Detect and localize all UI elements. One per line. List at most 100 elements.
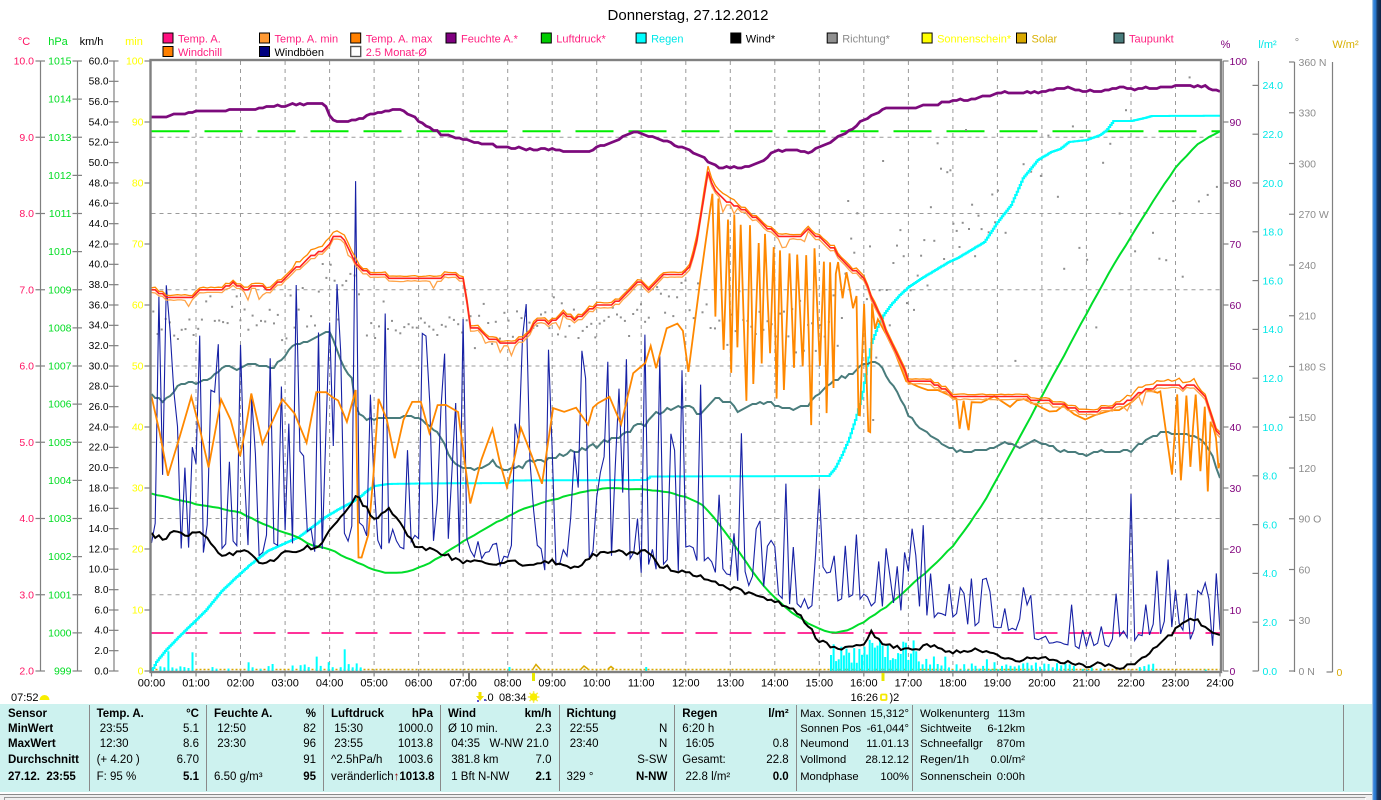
svg-text:22:00: 22:00 bbox=[1117, 678, 1145, 690]
svg-text:240: 240 bbox=[1299, 260, 1317, 272]
svg-text:7.0: 7.0 bbox=[19, 284, 34, 296]
svg-text:0: 0 bbox=[1230, 666, 1236, 678]
svg-text:1013: 1013 bbox=[48, 132, 72, 144]
svg-text:Regen: Regen bbox=[651, 34, 683, 46]
svg-text:W/m²: W/m² bbox=[1332, 39, 1359, 51]
svg-text:01:00: 01:00 bbox=[182, 678, 210, 690]
svg-text:90: 90 bbox=[1230, 117, 1242, 129]
svg-text:210: 210 bbox=[1299, 311, 1317, 323]
svg-text:100: 100 bbox=[126, 56, 144, 68]
svg-text:28.0: 28.0 bbox=[89, 382, 109, 393]
svg-text:38.0: 38.0 bbox=[89, 280, 109, 291]
svg-text:16:26: 16:26 bbox=[851, 692, 879, 704]
svg-text:30: 30 bbox=[1299, 615, 1311, 627]
svg-text:1000: 1000 bbox=[48, 628, 72, 640]
svg-text:270 W: 270 W bbox=[1299, 209, 1329, 221]
svg-text:10.0: 10.0 bbox=[89, 565, 109, 576]
svg-text:13:00: 13:00 bbox=[717, 678, 745, 690]
svg-text:8.0: 8.0 bbox=[1263, 471, 1278, 483]
svg-text:l/m²: l/m² bbox=[1258, 39, 1277, 51]
svg-text:6.0: 6.0 bbox=[1263, 519, 1278, 531]
svg-text:1010: 1010 bbox=[48, 246, 72, 258]
svg-text:16:00: 16:00 bbox=[850, 678, 878, 690]
svg-text:24.0: 24.0 bbox=[89, 422, 109, 433]
svg-text:5.0: 5.0 bbox=[19, 437, 34, 449]
svg-text:360 N: 360 N bbox=[1299, 57, 1327, 69]
svg-text:°C: °C bbox=[18, 36, 30, 48]
svg-text:3.0: 3.0 bbox=[19, 589, 34, 601]
svg-text:40: 40 bbox=[1230, 422, 1242, 434]
svg-text:80: 80 bbox=[132, 178, 144, 190]
svg-text:10.0: 10.0 bbox=[1263, 422, 1284, 434]
svg-text:0 N: 0 N bbox=[1299, 666, 1315, 678]
svg-text:03:00: 03:00 bbox=[271, 678, 299, 690]
svg-text:2.0: 2.0 bbox=[94, 646, 108, 657]
svg-text:90: 90 bbox=[132, 117, 144, 129]
svg-text:km/h: km/h bbox=[80, 36, 104, 48]
svg-text:18.0: 18.0 bbox=[89, 483, 109, 494]
svg-text:14.0: 14.0 bbox=[89, 524, 109, 535]
svg-text:1001: 1001 bbox=[48, 589, 72, 601]
svg-text:Temp. A.: Temp. A. bbox=[178, 34, 221, 46]
svg-text:40: 40 bbox=[132, 422, 144, 434]
svg-text:1007: 1007 bbox=[48, 361, 72, 373]
svg-text:Sonnenschein*: Sonnenschein* bbox=[937, 34, 1012, 46]
svg-text:32.0: 32.0 bbox=[89, 341, 109, 352]
svg-text:90 O: 90 O bbox=[1299, 514, 1322, 526]
svg-text:Wind*: Wind* bbox=[746, 34, 776, 46]
svg-text:20: 20 bbox=[1230, 544, 1242, 556]
svg-text:%: % bbox=[1221, 39, 1231, 51]
svg-text:60.0: 60.0 bbox=[89, 56, 109, 67]
svg-text:1008: 1008 bbox=[48, 323, 72, 335]
svg-text:60: 60 bbox=[1299, 564, 1311, 576]
svg-text:8.0: 8.0 bbox=[94, 585, 108, 596]
svg-text:60: 60 bbox=[132, 300, 144, 312]
svg-text:20.0: 20.0 bbox=[89, 463, 109, 474]
svg-text:2.0: 2.0 bbox=[19, 666, 34, 678]
svg-text:1014: 1014 bbox=[48, 94, 72, 106]
svg-text:Windböen: Windböen bbox=[275, 47, 325, 59]
svg-text:40.0: 40.0 bbox=[89, 260, 109, 271]
svg-text:12.0: 12.0 bbox=[89, 544, 109, 555]
svg-text:120: 120 bbox=[1299, 463, 1317, 475]
svg-text:1009: 1009 bbox=[48, 284, 72, 296]
svg-text:2.5 Monat-Ø: 2.5 Monat-Ø bbox=[366, 47, 428, 59]
svg-text:16.0: 16.0 bbox=[89, 504, 109, 515]
svg-text:30: 30 bbox=[1230, 483, 1242, 495]
svg-text:02:00: 02:00 bbox=[227, 678, 255, 690]
svg-text:1012: 1012 bbox=[48, 170, 72, 182]
svg-text:60: 60 bbox=[1230, 300, 1242, 312]
svg-text:22.0: 22.0 bbox=[89, 443, 109, 454]
svg-text:4.0: 4.0 bbox=[19, 513, 34, 525]
svg-text:300: 300 bbox=[1299, 158, 1317, 170]
svg-text:Windchill: Windchill bbox=[178, 47, 222, 59]
svg-text:70: 70 bbox=[1230, 239, 1242, 251]
svg-text:0: 0 bbox=[1337, 667, 1343, 679]
svg-text:)2: )2 bbox=[890, 692, 900, 704]
svg-text:24.0: 24.0 bbox=[1263, 80, 1284, 92]
svg-text:34.0: 34.0 bbox=[89, 321, 109, 332]
svg-text:999: 999 bbox=[54, 666, 72, 678]
svg-text:54.0: 54.0 bbox=[89, 117, 109, 128]
svg-text:48.0: 48.0 bbox=[89, 178, 109, 189]
svg-text:Solar: Solar bbox=[1032, 34, 1058, 46]
svg-text:Taupunkt: Taupunkt bbox=[1129, 34, 1174, 46]
svg-text:19:00: 19:00 bbox=[984, 678, 1012, 690]
svg-text:36.0: 36.0 bbox=[89, 300, 109, 311]
svg-text:1004: 1004 bbox=[48, 475, 72, 487]
svg-text:21:00: 21:00 bbox=[1073, 678, 1101, 690]
svg-text:09:00: 09:00 bbox=[538, 678, 566, 690]
svg-text:20:00: 20:00 bbox=[1028, 678, 1056, 690]
svg-text:16.0: 16.0 bbox=[1263, 275, 1284, 287]
svg-text:14.0: 14.0 bbox=[1263, 324, 1284, 336]
svg-text:18:00: 18:00 bbox=[939, 678, 967, 690]
svg-text:330: 330 bbox=[1299, 108, 1317, 120]
svg-text:00:00: 00:00 bbox=[138, 678, 166, 690]
svg-text:Temp. A. min: Temp. A. min bbox=[275, 34, 339, 46]
svg-text:1003: 1003 bbox=[48, 513, 72, 525]
svg-text:17:00: 17:00 bbox=[895, 678, 923, 690]
svg-text:4.0: 4.0 bbox=[94, 626, 108, 637]
svg-text:06:00: 06:00 bbox=[405, 678, 433, 690]
svg-text:0: 0 bbox=[138, 666, 144, 678]
svg-text:150: 150 bbox=[1299, 412, 1317, 424]
